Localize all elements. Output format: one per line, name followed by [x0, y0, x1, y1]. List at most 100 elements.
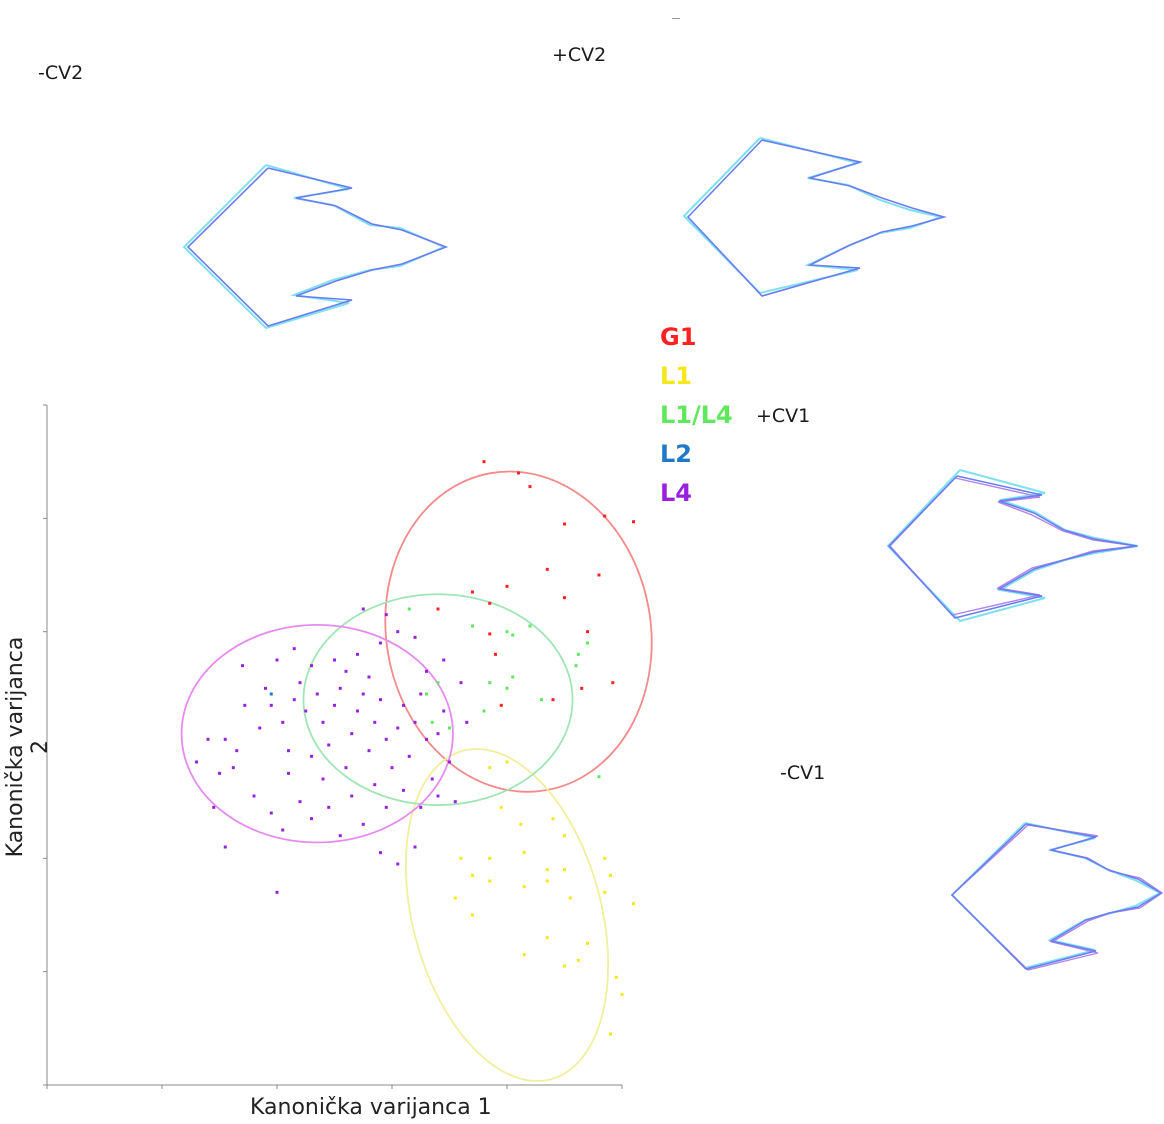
point-l1 — [488, 856, 492, 860]
point-l1 — [522, 885, 526, 889]
point-l4 — [384, 613, 388, 617]
point-l1-l4 — [597, 775, 601, 779]
point-l4 — [338, 834, 342, 838]
point-l4 — [442, 658, 446, 662]
point-l4 — [459, 681, 463, 685]
point-g1 — [494, 652, 497, 656]
point-l4 — [390, 766, 394, 770]
point-l1 — [459, 856, 463, 860]
point-l4 — [231, 766, 235, 770]
point-l4 — [384, 737, 388, 741]
label-minus-cv1: -CV1 — [780, 762, 826, 784]
point-l1-l4 — [505, 686, 509, 690]
point-l4 — [430, 777, 434, 781]
point-l1-l4 — [505, 630, 509, 634]
point-l1 — [551, 817, 555, 821]
point-l4 — [361, 692, 365, 696]
point-l4 — [321, 720, 325, 724]
point-l4 — [338, 686, 342, 690]
point-l4 — [241, 664, 244, 668]
point-l4 — [396, 630, 400, 634]
point-l4 — [413, 635, 417, 639]
point-l4 — [402, 703, 405, 707]
point-l1-l4 — [540, 698, 543, 702]
point-l1 — [545, 879, 549, 883]
point-l4 — [436, 732, 440, 736]
point-l4 — [442, 709, 446, 713]
point-l1-l4 — [576, 652, 580, 656]
point-g1 — [563, 596, 566, 600]
point-l4 — [327, 805, 331, 809]
point-l4 — [425, 737, 428, 741]
point-l4 — [223, 845, 227, 849]
point-l4 — [269, 703, 273, 707]
point-l1-l4 — [574, 664, 578, 668]
point-l4 — [350, 732, 354, 736]
point-l4 — [292, 647, 296, 651]
point-l1-l4 — [482, 709, 486, 713]
point-l4 — [436, 794, 440, 798]
point-l4 — [281, 720, 285, 724]
point-g1 — [545, 567, 549, 571]
point-l4 — [379, 851, 382, 855]
point-l4 — [413, 720, 417, 724]
point-l4 — [264, 686, 267, 690]
point-l4 — [206, 737, 210, 741]
point-l4 — [252, 794, 256, 798]
point-l1-l4 — [528, 624, 532, 628]
point-l4 — [361, 822, 365, 826]
legend: G1 L1 L1/L4 L2 L4 — [660, 318, 733, 513]
point-l4 — [275, 890, 279, 894]
point-l4 — [396, 862, 400, 866]
point-l1 — [453, 896, 457, 900]
point-l4 — [344, 669, 348, 673]
point-l4 — [350, 794, 354, 798]
point-l4 — [361, 607, 365, 611]
point-l4 — [373, 720, 377, 724]
point-l4 — [218, 771, 221, 775]
small-dash-mark — [672, 18, 680, 19]
point-l4 — [275, 658, 279, 662]
point-l1 — [522, 851, 526, 855]
point-g1 — [551, 698, 555, 702]
point-l4 — [356, 709, 359, 713]
point-l1 — [505, 760, 509, 764]
point-l4 — [321, 777, 325, 781]
point-l4 — [407, 754, 411, 758]
point-l1-l4 — [436, 681, 440, 685]
point-l4 — [367, 749, 371, 753]
ellipse-l1-l4 — [302, 593, 574, 806]
point-l4 — [287, 771, 290, 775]
point-l1 — [576, 958, 580, 962]
point-l1 — [603, 856, 607, 860]
label-plus-cv2: +CV2 — [552, 44, 607, 66]
point-l4 — [344, 766, 348, 770]
point-l1 — [568, 896, 572, 900]
legend-item-l2: L2 — [660, 440, 692, 468]
point-l1 — [545, 868, 549, 872]
point-l1-l4 — [471, 624, 474, 628]
point-l4 — [298, 800, 302, 804]
point-l4 — [223, 737, 227, 741]
point-l1 — [563, 964, 566, 968]
point-l4 — [281, 828, 285, 832]
point-g1 — [563, 522, 566, 526]
point-l4 — [212, 805, 216, 809]
point-l1 — [519, 822, 523, 826]
point-l1 — [522, 953, 526, 957]
legend-item-l1-l4: L1/L4 — [660, 401, 733, 429]
point-l4 — [310, 754, 313, 758]
ellipse-g1 — [384, 470, 653, 793]
point-l4 — [379, 698, 382, 702]
point-l1 — [545, 936, 549, 940]
point-l4 — [195, 760, 198, 764]
point-l1 — [563, 834, 566, 838]
point-l1-l4 — [511, 675, 515, 679]
point-l1 — [563, 868, 566, 872]
point-g1 — [436, 607, 440, 611]
legend-item-g1: G1 — [660, 323, 697, 351]
